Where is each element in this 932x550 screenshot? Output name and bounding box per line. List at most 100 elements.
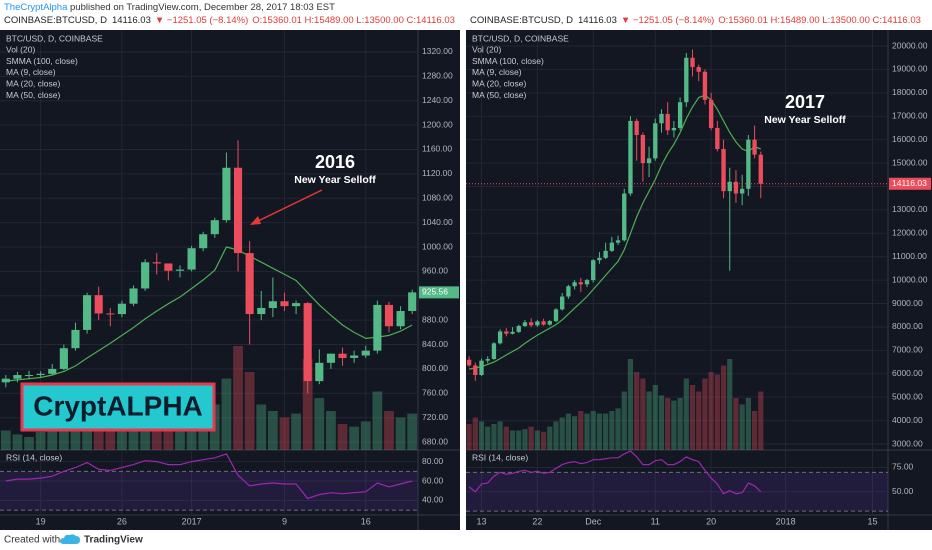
rsi-tick-label: 80.00 — [422, 456, 444, 466]
candle-body — [553, 309, 559, 322]
volume-bar — [603, 413, 609, 450]
volume-bar — [516, 430, 522, 450]
candle-body — [578, 282, 583, 285]
volume-bar — [528, 426, 534, 450]
volume-bar — [727, 359, 733, 450]
x-tick-label: 15 — [867, 516, 877, 526]
candle-body — [646, 158, 652, 164]
legend-item: MA (20, close) — [6, 78, 60, 88]
volume-bar — [360, 421, 371, 450]
candle-body — [634, 120, 639, 135]
candle-body — [164, 263, 173, 271]
volume-bar — [491, 424, 497, 450]
author-link[interactable]: TheCryptAlpha — [4, 2, 68, 13]
y-tick-label: 11000.00 — [892, 251, 927, 261]
volume-bar — [175, 426, 185, 450]
candle-body — [1, 378, 10, 383]
candle-body — [479, 360, 484, 375]
y-tick-label: 960.00 — [422, 266, 448, 276]
rsi-band — [466, 472, 888, 512]
candle-body — [13, 375, 22, 379]
rsi-band — [0, 471, 418, 511]
y-tick-label: 16000.00 — [892, 134, 928, 144]
watermark-box — [20, 382, 216, 432]
legend-item: Vol (20) — [472, 45, 501, 55]
candle-body — [384, 304, 394, 327]
footer-brand[interactable]: TradingView — [84, 535, 143, 546]
volume-bar — [559, 417, 565, 450]
y-tick-label: 880.00 — [422, 314, 448, 324]
candle-body — [48, 368, 57, 374]
arrow-head — [250, 216, 261, 225]
volume-bar — [751, 411, 758, 450]
rsi-line — [468, 450, 762, 495]
candle-body — [129, 288, 138, 304]
x-tick-label: 9 — [282, 516, 287, 526]
volume-bar — [758, 391, 764, 450]
candle-body — [584, 280, 590, 285]
candle-body — [528, 322, 534, 326]
candle-body — [71, 329, 80, 349]
x-tick-label: 13 — [477, 516, 487, 526]
candle-body — [746, 139, 751, 189]
y-tick-label: 1280.00 — [422, 71, 453, 81]
legend-item: Vol (20) — [6, 45, 35, 55]
candle-body — [504, 331, 509, 334]
candle-body — [696, 67, 701, 72]
y-tick-label: 6000.00 — [892, 368, 923, 378]
y-tick-label: 17000.00 — [892, 110, 928, 120]
volume-bar — [571, 416, 578, 450]
candle-body — [560, 296, 565, 310]
candle-body — [268, 301, 277, 308]
legend-item: MA (20, close) — [472, 78, 526, 88]
x-tick-label: 2017 — [182, 516, 202, 526]
y-tick-label: 1000.00 — [422, 241, 453, 251]
volume-bar — [503, 426, 509, 450]
volume-bar — [565, 413, 572, 450]
volume-bar — [12, 434, 23, 450]
legend-item: BTC/USD, D, COINBASE — [472, 33, 569, 43]
volume-bar — [609, 411, 615, 450]
volume-bar — [151, 413, 162, 450]
volume-bar — [547, 426, 553, 450]
candle-body — [315, 362, 324, 382]
volume-bar — [534, 430, 540, 450]
pane-bg — [0, 30, 460, 530]
candle-body — [396, 311, 405, 327]
y-tick-label: 13000.00 — [892, 204, 928, 214]
candle-body — [106, 313, 115, 315]
x-tick-label: 26 — [117, 516, 127, 526]
candle-body — [733, 181, 739, 194]
candle-body — [233, 167, 243, 254]
volume-bar — [163, 424, 174, 450]
rsi-tick-label: 75.00 — [892, 462, 914, 472]
annotation-year: 2016 — [315, 152, 355, 172]
volume-bar — [105, 417, 116, 450]
candle-body — [677, 102, 683, 128]
candle-body — [222, 167, 231, 221]
volume-bar — [683, 378, 689, 450]
candle-body — [408, 292, 417, 312]
rsi-tick-label: 60.00 — [422, 475, 444, 485]
candle-body — [566, 286, 571, 297]
ma-line — [5, 246, 413, 382]
y-tick-label: 4000.00 — [892, 415, 923, 425]
volume-bar — [233, 346, 243, 450]
candle-body — [59, 348, 68, 369]
candle-body — [609, 242, 615, 251]
price-label: 14116.03 — [892, 178, 927, 188]
symbol-line: COINBASE:BTCUSD, D 14116.03 ▼ −1251.05 (−8… — [4, 15, 455, 26]
volume-bar — [326, 411, 336, 450]
candle-body — [640, 134, 646, 164]
candle-body — [152, 262, 161, 264]
candle-body — [591, 260, 596, 281]
volume-bar — [267, 411, 278, 450]
legend-item: MA (9, close) — [6, 67, 56, 77]
legend-item: SMMA (100, close) — [472, 56, 544, 66]
candle-body — [665, 113, 670, 131]
volume-bar — [372, 391, 383, 450]
candle-body — [721, 149, 726, 192]
x-tick-label: 11 — [651, 516, 660, 526]
